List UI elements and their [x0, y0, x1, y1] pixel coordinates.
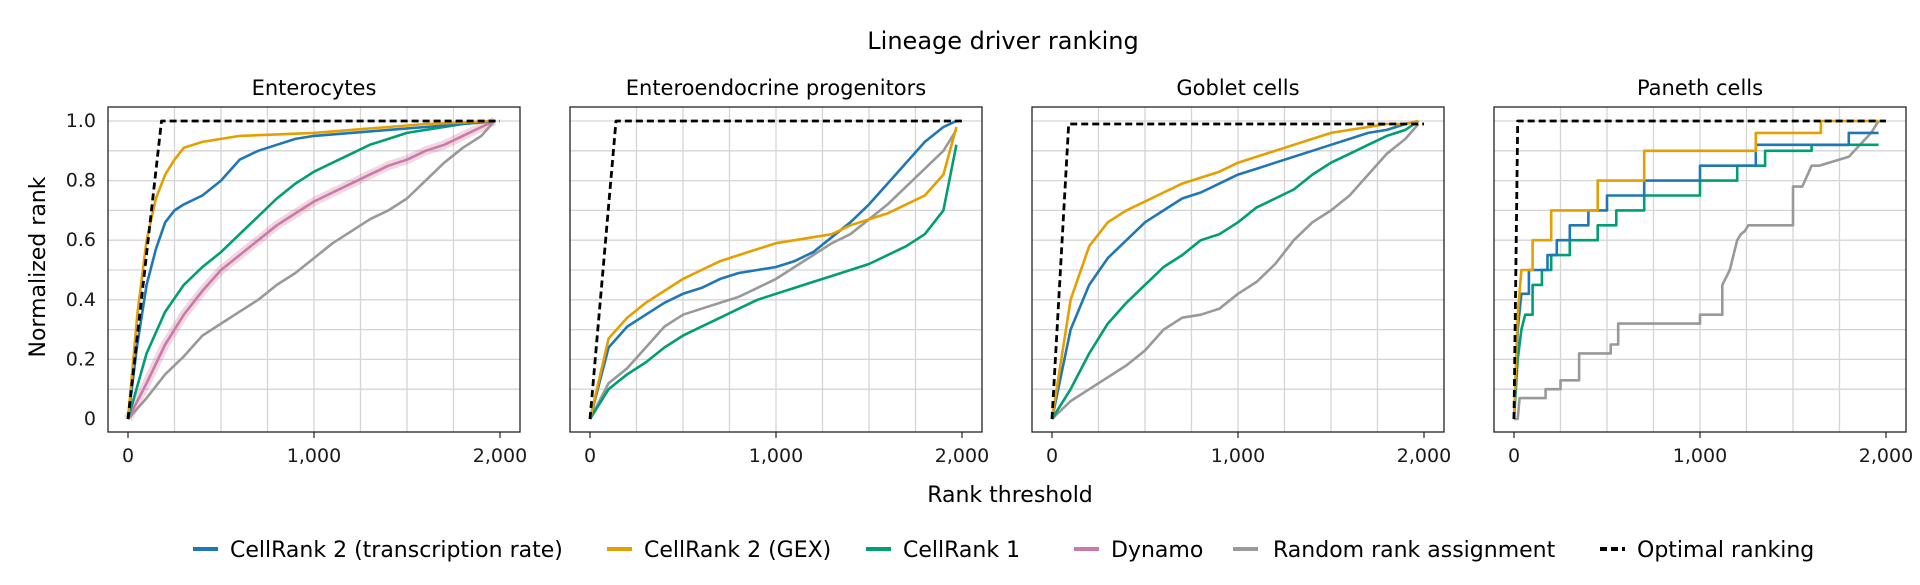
series-line-cr2_tr: [1512, 131, 1879, 420]
panel-title: Enterocytes: [252, 76, 377, 100]
series-line-random: [588, 129, 958, 420]
series-line-optimal: [588, 119, 962, 420]
x-tick-label: 1,000: [749, 445, 803, 467]
series-line-cr2_gex: [1512, 119, 1879, 420]
series-line-random: [1514, 120, 1880, 421]
panel-2: Goblet cells 0 1,000 2,000: [1031, 76, 1451, 467]
y-tick-label: 0.8: [66, 170, 96, 192]
x-tick-label: 1,000: [1673, 445, 1727, 467]
legend-item-dynamo: Dynamo: [1074, 538, 1203, 563]
y-tick-label: 0: [84, 408, 96, 430]
panel-1: Enteroendocrine progenitors 0 1,000 2,000: [569, 76, 989, 467]
series-line-cr1: [126, 119, 495, 420]
legend: CellRank 2 (transcription rate) CellRank…: [193, 538, 1814, 563]
series-line-optimal: [1512, 119, 1886, 420]
x-tick-label: 1,000: [1211, 445, 1265, 467]
panel-title: Paneth cells: [1637, 76, 1763, 100]
y-tick-label: 0.4: [66, 289, 96, 311]
figure-title: Lineage driver ranking: [867, 27, 1138, 55]
y-axis-label: Normalized rank: [26, 176, 51, 357]
legend-item-cr2-gex: CellRank 2 (GEX): [607, 538, 831, 563]
series-line-optimal: [1050, 122, 1424, 420]
panel-3: Paneth cells 0 1,000 2,000: [1493, 76, 1913, 467]
x-tick-label: 2,000: [473, 445, 527, 467]
y-tick-label: 0.2: [66, 348, 96, 370]
series-line-cr1: [1050, 119, 1420, 420]
x-tick-label: 0: [122, 445, 134, 467]
legend-label-cr1: CellRank 1: [903, 538, 1020, 563]
series-line-cr2_tr: [588, 119, 957, 420]
series-line-cr2_tr: [1050, 119, 1419, 420]
y-tick-label: 1.0: [66, 110, 96, 132]
x-tick-label: 2,000: [1397, 445, 1451, 467]
series-line-cr1: [588, 144, 958, 420]
legend-item-random: Random rank assignment: [1233, 538, 1556, 563]
series-line-cr2_gex: [588, 126, 958, 420]
series-line-cr2_tr: [126, 119, 495, 420]
legend-item-cr2-tr: CellRank 2 (transcription rate): [193, 538, 563, 563]
series-line-cr2_gex: [126, 119, 495, 420]
x-tick-label: 2,000: [935, 445, 989, 467]
x-tick-label: 0: [584, 445, 596, 467]
x-axis-label: Rank threshold: [927, 483, 1093, 508]
series-line-random: [127, 120, 496, 420]
series-line-cr1: [1512, 143, 1879, 420]
legend-label-cr2-tr: CellRank 2 (transcription rate): [230, 538, 563, 563]
legend-item-cr1: CellRank 1: [866, 538, 1020, 563]
x-tick-label: 0: [1508, 445, 1520, 467]
series-line-cr2_gex: [1050, 119, 1419, 420]
x-tick-label: 2,000: [1859, 445, 1913, 467]
panel-title: Goblet cells: [1176, 76, 1299, 100]
legend-label-random: Random rank assignment: [1273, 538, 1556, 563]
y-tick-label: 0.6: [66, 229, 96, 251]
series-line-optimal: [126, 119, 500, 420]
series-line-random: [1051, 123, 1420, 420]
legend-label-cr2-gex: CellRank 2 (GEX): [644, 538, 831, 563]
legend-label-dynamo: Dynamo: [1111, 538, 1203, 563]
legend-label-optimal: Optimal ranking: [1637, 538, 1814, 563]
panel-title: Enteroendocrine progenitors: [626, 76, 926, 100]
series-line-dynamo: [126, 119, 495, 420]
x-tick-label: 0: [1046, 445, 1058, 467]
legend-item-optimal: Optimal ranking: [1600, 538, 1814, 563]
panel-0: Enterocytes 0 1,000 2,000 0 0.2 0.4 0.6 0.8 1.0: [66, 76, 527, 467]
x-tick-label: 1,000: [287, 445, 341, 467]
